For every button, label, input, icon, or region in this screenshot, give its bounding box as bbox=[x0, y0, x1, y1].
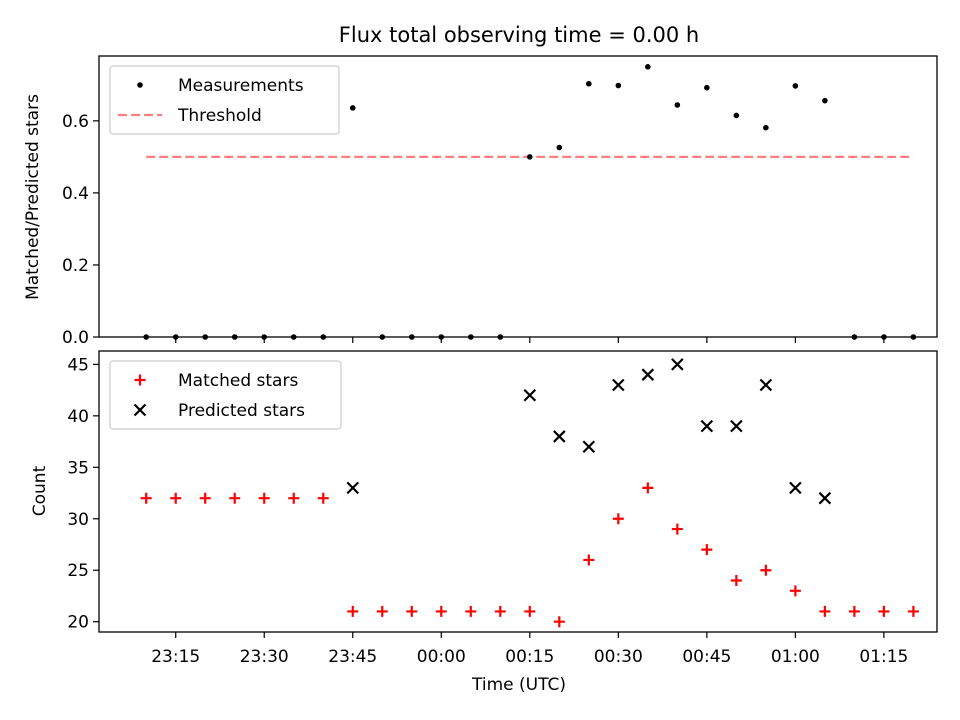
matched-star-point bbox=[730, 575, 742, 587]
predicted-star-point bbox=[582, 440, 596, 454]
legend-box bbox=[109, 65, 340, 135]
x-tick-label: 23:45 bbox=[328, 647, 377, 667]
matched-star-point bbox=[789, 585, 801, 597]
matched-star-point bbox=[878, 605, 890, 617]
predicted-star-point bbox=[553, 430, 566, 443]
top-y-tick-label: 0.4 bbox=[62, 184, 89, 204]
predicted-star-point bbox=[612, 378, 625, 392]
predicted-star-point bbox=[700, 419, 714, 433]
x-tick-label: 00:30 bbox=[594, 647, 643, 667]
matched-star-point bbox=[435, 605, 447, 617]
measurement-point bbox=[556, 144, 563, 151]
top-y-axis-label: Matched/Predicted stars bbox=[23, 94, 43, 300]
bottom-y-tick-label: 35 bbox=[67, 458, 89, 478]
matched-star-point bbox=[819, 605, 831, 617]
measurement-point bbox=[792, 83, 799, 89]
measurement-point bbox=[586, 80, 592, 87]
bottom-y-tick-label: 30 bbox=[67, 510, 89, 530]
measurement-point bbox=[615, 82, 622, 89]
matched-star-point bbox=[170, 492, 182, 504]
legend-swatch-dot bbox=[137, 82, 143, 88]
top-legend: Measurements Threshold bbox=[109, 65, 340, 135]
matched-star-point bbox=[583, 554, 595, 566]
predicted-star-point bbox=[346, 481, 360, 495]
matched-star-point bbox=[229, 492, 241, 504]
matched-star-point bbox=[553, 616, 565, 628]
legend-label: Threshold bbox=[177, 106, 262, 126]
bottom-panel-frame bbox=[98, 350, 938, 633]
measurement-point bbox=[733, 112, 740, 119]
matched-star-point bbox=[199, 492, 211, 504]
legend-label: Measurements bbox=[178, 76, 304, 96]
matched-star-point bbox=[258, 492, 270, 504]
matched-star-point bbox=[376, 605, 388, 617]
predicted-star-point bbox=[523, 388, 537, 402]
x-tick-label: 00:15 bbox=[505, 647, 554, 667]
predicted-star-point bbox=[671, 358, 684, 371]
bottom-panel-plot bbox=[140, 358, 919, 628]
bottom-panel-ticks: 20 25 30 35 40 45 23:15 23:30 23:45 00:00 00:15 00:… bbox=[67, 355, 908, 667]
predicted-star-point bbox=[759, 378, 773, 392]
matched-star-point bbox=[760, 564, 772, 576]
top-panel-ticks: 0.0 0.2 0.4 0.6 bbox=[62, 112, 885, 348]
legend-label: Predicted stars bbox=[178, 401, 305, 421]
bottom-legend: Matched stars Predicted stars bbox=[109, 360, 342, 430]
predicted-star-point bbox=[818, 491, 832, 505]
matched-star-point bbox=[140, 492, 152, 504]
bottom-y-tick-label: 25 bbox=[67, 561, 89, 581]
matched-star-point bbox=[288, 492, 300, 504]
measurement-point bbox=[674, 102, 681, 108]
top-y-tick-label: 0.2 bbox=[62, 256, 89, 276]
measurement-point bbox=[645, 64, 651, 70]
measurement-point bbox=[704, 84, 710, 91]
matched-star-point bbox=[671, 523, 683, 535]
x-tick-label: 23:30 bbox=[240, 647, 289, 667]
matched-star-point bbox=[612, 513, 624, 525]
x-axis-label: Time (UTC) bbox=[471, 675, 566, 695]
matched-star-point bbox=[701, 544, 713, 556]
matched-star-point bbox=[465, 605, 477, 617]
predicted-star-point bbox=[730, 419, 743, 433]
chart-title: Flux total observing time = 0.00 h bbox=[339, 23, 699, 47]
top-y-tick-label: 0.6 bbox=[62, 112, 89, 132]
x-tick-label: 23:15 bbox=[151, 647, 200, 667]
matched-star-point bbox=[642, 482, 654, 494]
top-panel-frame bbox=[98, 55, 938, 338]
predicted-star-point bbox=[789, 481, 802, 495]
bottom-y-tick-label: 20 bbox=[67, 613, 89, 633]
top-y-tick-label: 0.0 bbox=[62, 328, 89, 348]
legend-swatch-plus bbox=[134, 374, 146, 386]
bottom-y-tick-label: 45 bbox=[67, 355, 89, 375]
matched-star-point bbox=[347, 605, 359, 617]
measurement-point bbox=[822, 97, 828, 104]
x-tick-label: 01:15 bbox=[859, 647, 908, 667]
matched-star-point bbox=[524, 605, 536, 617]
matched-star-point bbox=[317, 492, 329, 504]
legend-box bbox=[109, 360, 342, 430]
matched-star-point bbox=[406, 605, 418, 617]
matched-star-point bbox=[907, 605, 919, 617]
matched-star-point bbox=[848, 605, 860, 617]
legend-swatch-x bbox=[133, 403, 147, 417]
measurement-point bbox=[349, 105, 356, 111]
legend-label: Matched stars bbox=[178, 371, 298, 391]
bottom-y-axis-label: Count bbox=[30, 465, 50, 516]
measurement-point bbox=[527, 154, 533, 160]
bottom-y-tick-label: 40 bbox=[67, 407, 89, 427]
x-tick-label: 01:00 bbox=[771, 647, 820, 667]
x-tick-label: 00:45 bbox=[682, 647, 731, 667]
matched-star-point bbox=[494, 605, 506, 617]
measurement-point bbox=[763, 124, 769, 131]
x-tick-label: 00:00 bbox=[417, 647, 466, 667]
predicted-star-point bbox=[641, 368, 655, 381]
